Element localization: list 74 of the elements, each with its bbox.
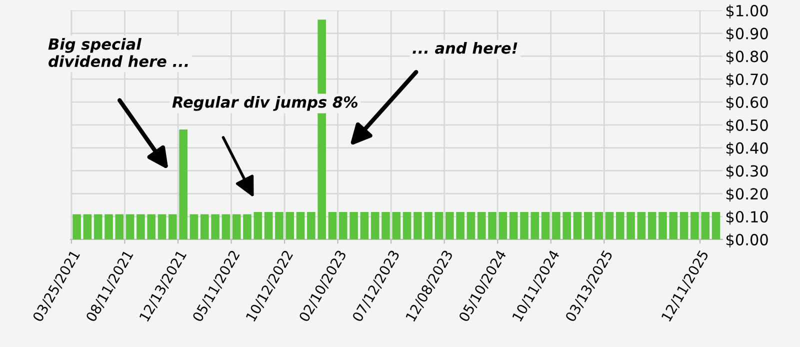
bar — [498, 212, 508, 240]
bar — [477, 212, 486, 240]
bar — [147, 214, 156, 240]
bar — [584, 212, 592, 240]
bar — [392, 212, 401, 240]
y-tick-label: $0.00 — [726, 234, 768, 248]
bar — [338, 212, 348, 240]
y-tick-label: $0.70 — [726, 73, 768, 88]
annotation: ... and here! — [412, 42, 518, 54]
y-tick-label: $0.10 — [726, 210, 768, 225]
bar — [648, 212, 656, 240]
bar — [190, 214, 198, 240]
bar — [83, 214, 92, 240]
bar — [402, 212, 412, 240]
y-tick-label: $0.30 — [726, 164, 768, 179]
y-tick-label: $0.90 — [726, 28, 768, 42]
bar — [328, 212, 337, 240]
bar — [72, 214, 81, 240]
bar — [382, 212, 390, 240]
bar — [658, 212, 667, 240]
bar — [530, 212, 540, 240]
y-tick-label: $0.40 — [726, 142, 768, 156]
y-tick-label: $0.60 — [726, 96, 768, 110]
bar — [605, 212, 614, 240]
y-tick-label: $0.50 — [726, 119, 768, 133]
bar — [669, 212, 678, 240]
bar — [286, 212, 294, 240]
bar — [701, 212, 710, 240]
bar — [222, 214, 230, 240]
bar — [307, 212, 316, 240]
y-tick-label: $0.20 — [726, 188, 768, 202]
bar — [211, 214, 220, 240]
bar — [573, 212, 582, 240]
y-tick-label: $1.00 — [726, 4, 768, 18]
bar — [360, 212, 369, 240]
bar — [168, 214, 177, 240]
bar — [690, 212, 699, 240]
bar — [243, 214, 252, 240]
bar — [594, 212, 603, 240]
bar — [509, 212, 518, 240]
bar — [680, 212, 688, 240]
bar — [414, 212, 422, 240]
bar — [136, 214, 145, 240]
bar — [104, 214, 113, 240]
bar — [296, 212, 305, 240]
bar — [232, 214, 241, 240]
bar — [94, 214, 102, 240]
annotation: Big special dividend here ... — [48, 38, 188, 68]
bar — [520, 212, 528, 240]
bar — [126, 214, 134, 240]
y-tick-label: $0.80 — [726, 50, 768, 64]
bar — [488, 212, 496, 240]
bar — [466, 212, 476, 240]
bar — [552, 212, 560, 240]
bar — [626, 212, 635, 240]
bar — [424, 212, 433, 240]
bar — [350, 212, 358, 240]
bar — [158, 214, 166, 240]
bar — [254, 212, 262, 240]
bar — [712, 212, 720, 240]
bar — [275, 212, 284, 240]
bar — [200, 214, 209, 240]
bar — [264, 212, 273, 240]
bar — [434, 212, 444, 240]
bar — [179, 130, 188, 240]
bar — [446, 212, 454, 240]
bar — [456, 212, 464, 240]
bar — [370, 212, 380, 240]
bar — [115, 214, 124, 240]
annotation: Regular div jumps 8% — [172, 96, 358, 111]
bar — [616, 212, 624, 240]
bar — [562, 212, 572, 240]
bar — [541, 212, 550, 240]
bar — [637, 212, 646, 240]
